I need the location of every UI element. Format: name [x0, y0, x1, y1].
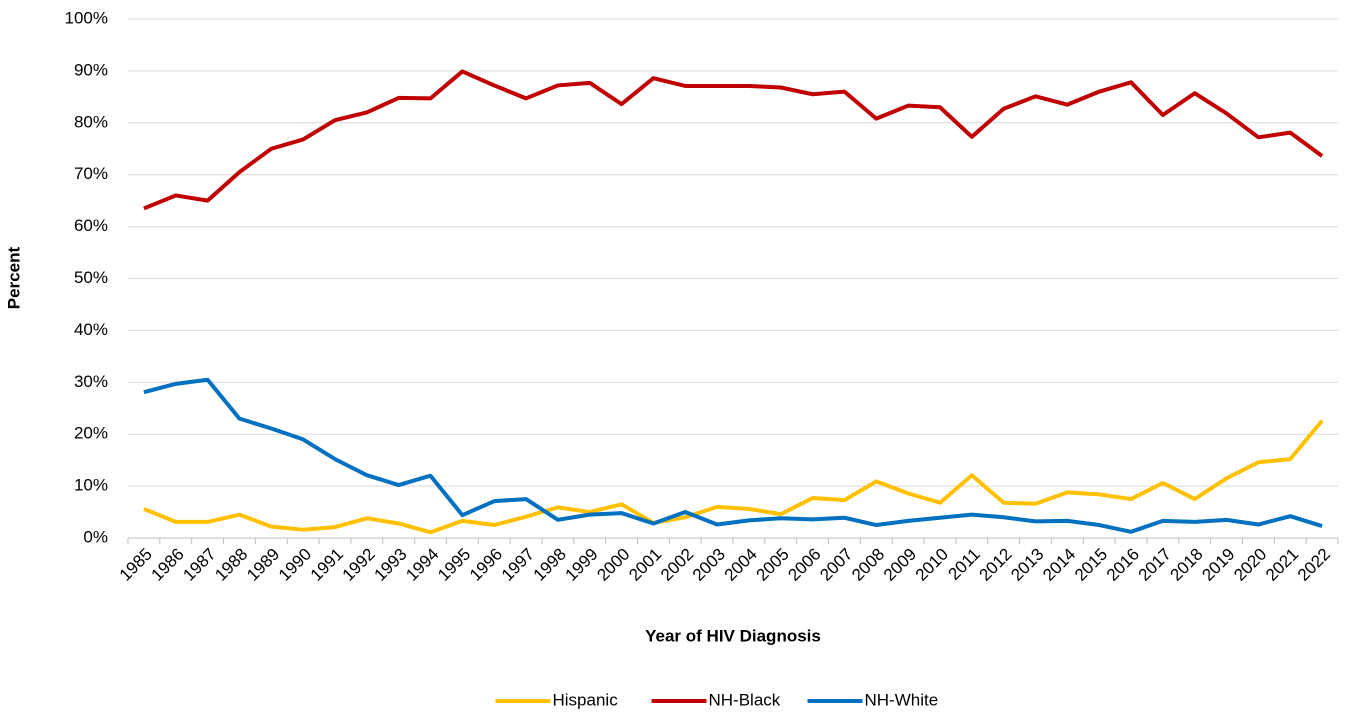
x-tick-label: 1992 — [339, 545, 379, 585]
y-tick-label: 100% — [65, 8, 108, 27]
x-tick-label: 2022 — [1294, 545, 1334, 585]
y-tick-label: 10% — [74, 476, 108, 495]
x-tick-label: 1989 — [243, 545, 283, 585]
y-tick-label: 60% — [74, 216, 108, 235]
x-tick-label: 2007 — [816, 545, 856, 585]
y-tick-label: 30% — [74, 372, 108, 391]
x-tick-label: 1985 — [116, 545, 156, 585]
x-tick-label: 2015 — [1071, 545, 1111, 585]
x-tick-label: 2016 — [1103, 545, 1143, 585]
legend-label: NH-Black — [709, 690, 781, 709]
y-tick-label: 70% — [74, 164, 108, 183]
series-line — [143, 419, 1324, 535]
x-tick-label: 2009 — [880, 545, 920, 585]
y-tick-label: 40% — [74, 320, 108, 339]
x-tick-label: 2004 — [721, 545, 761, 585]
x-tick-label: 1991 — [307, 545, 347, 585]
x-tick-label: 2021 — [1262, 545, 1302, 585]
x-tick-label: 1998 — [530, 545, 570, 585]
y-tick-label: 0% — [83, 527, 108, 546]
y-tick-label: 50% — [74, 268, 108, 287]
legend: Hispanic NH-Black NH-White — [495, 690, 939, 709]
series-line — [143, 377, 1323, 534]
x-tick-label: 1996 — [466, 545, 506, 585]
x-axis-title: Year of HIV Diagnosis — [645, 626, 821, 645]
y-tick-label: 20% — [74, 424, 108, 443]
x-tick-label: 2010 — [912, 545, 952, 585]
x-tick-label: 2001 — [625, 545, 665, 585]
y-tick-label: 80% — [74, 112, 108, 131]
x-tick-label: 2005 — [753, 545, 793, 585]
x-tick-label: 2008 — [848, 545, 888, 585]
x-tick-label: 1994 — [402, 545, 442, 585]
x-tick-label: 2020 — [1230, 545, 1270, 585]
x-tick-label: 2003 — [689, 545, 729, 585]
x-tick-label: 2011 — [945, 545, 984, 584]
y-axis-title: Percent — [4, 246, 23, 309]
x-tick-label: 2000 — [593, 545, 633, 585]
x-tick-label: 2013 — [1007, 545, 1047, 585]
x-tick-label: 1997 — [498, 545, 538, 585]
x-tick-label: 1986 — [148, 545, 188, 585]
x-tick-label: 1995 — [434, 545, 474, 585]
legend-label: NH-White — [865, 690, 939, 709]
x-tick-label: 2014 — [1039, 545, 1079, 585]
x-tick-label: 1987 — [179, 545, 219, 585]
y-tick-label: 90% — [74, 60, 108, 79]
series-line — [143, 69, 1324, 211]
x-tick-label: 1993 — [370, 545, 410, 585]
x-tick-label: 2002 — [657, 545, 697, 585]
x-tick-label: 1999 — [562, 545, 602, 585]
x-tick-label: 2019 — [1198, 545, 1238, 585]
x-tick-label: 2017 — [1135, 545, 1175, 585]
x-tick-label: 1988 — [211, 545, 251, 585]
x-tick-label: 2018 — [1167, 545, 1207, 585]
x-tick-label: 2006 — [784, 545, 824, 585]
legend-label: Hispanic — [553, 690, 619, 709]
x-tick-label: 2012 — [975, 545, 1015, 585]
x-tick-label: 1990 — [275, 545, 315, 585]
